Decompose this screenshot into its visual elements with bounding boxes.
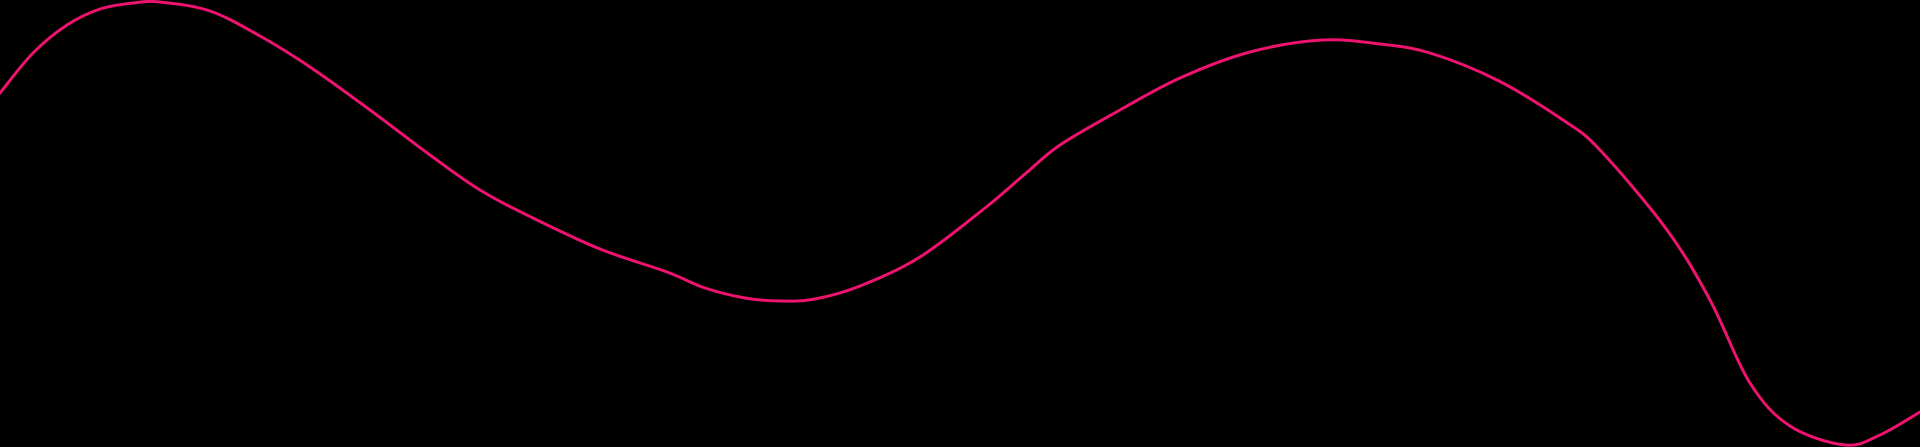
wave-line bbox=[0, 0, 1920, 447]
chart-area bbox=[0, 0, 1920, 447]
wave-chart-svg bbox=[0, 0, 1920, 447]
